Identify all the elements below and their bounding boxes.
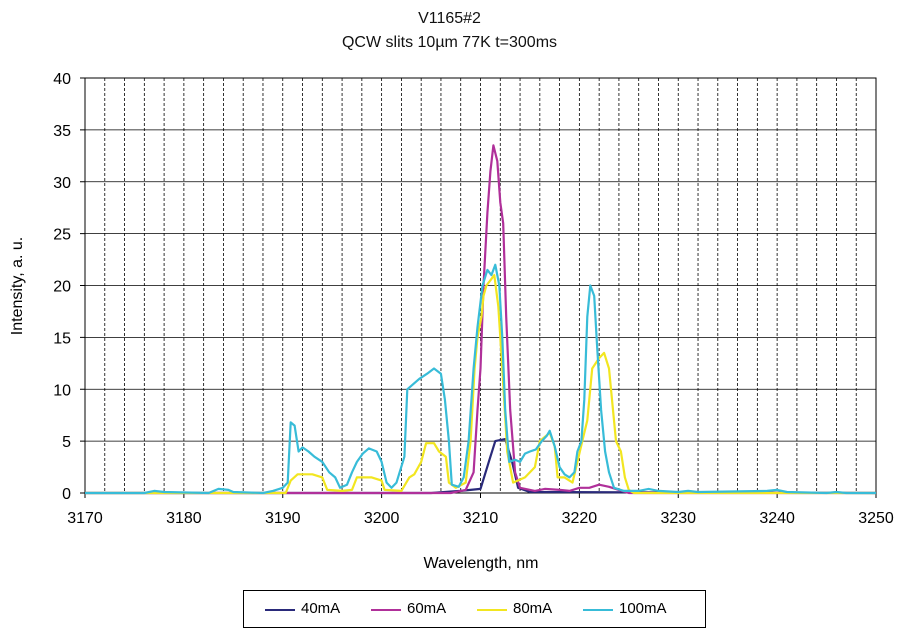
y-tick-label: 0 bbox=[62, 486, 71, 503]
y-tick-label: 5 bbox=[62, 434, 71, 451]
y-axis-label: Intensity, a. u. bbox=[9, 237, 26, 335]
y-tick-label: 25 bbox=[53, 227, 71, 244]
axes: 3170 3180 3190 3200 3210 3220 3230 3240 3250 0 5 10… bbox=[53, 71, 894, 527]
y-tick-label: 40 bbox=[53, 71, 71, 88]
chart-subtitle: QCW slits 10µm 77K t=300ms bbox=[341, 34, 558, 51]
y-tick-label: 30 bbox=[53, 175, 71, 192]
x-tick-label: 3240 bbox=[759, 510, 795, 527]
legend-swatch bbox=[583, 609, 613, 611]
chart-title: V1165#2 bbox=[418, 10, 481, 27]
x-tick-label: 3170 bbox=[67, 510, 103, 527]
legend-swatch bbox=[477, 609, 507, 611]
legend-swatch bbox=[265, 609, 295, 611]
legend-label: 60mA bbox=[407, 600, 447, 617]
x-tick-label: 3230 bbox=[660, 510, 696, 527]
x-tick-label: 3190 bbox=[265, 510, 301, 527]
legend-label: 100mA bbox=[619, 600, 667, 617]
x-tick-label: 3210 bbox=[463, 510, 499, 527]
legend-label: 40mA bbox=[301, 600, 341, 617]
series-line-60ma bbox=[85, 144, 876, 495]
y-tick-label: 35 bbox=[53, 123, 71, 140]
x-tick-label: 3200 bbox=[364, 510, 400, 527]
y-tick-label: 20 bbox=[53, 279, 71, 296]
y-tick-label: 15 bbox=[53, 330, 71, 347]
series-line-100ma bbox=[85, 263, 876, 495]
line-chart: 3170 3180 3190 3200 3210 3220 3230 3240 3250 0 5 10… bbox=[9, 71, 894, 572]
grid bbox=[85, 77, 876, 493]
y-tick-label: 10 bbox=[53, 382, 71, 399]
legend-label: 80mA bbox=[513, 600, 553, 617]
series-line-80ma bbox=[85, 274, 876, 495]
x-tick-label: 3180 bbox=[166, 510, 202, 527]
series-lines bbox=[85, 144, 877, 495]
legend-swatch bbox=[371, 609, 401, 611]
x-tick-label: 3220 bbox=[562, 510, 598, 527]
x-tick-label: 3250 bbox=[858, 510, 894, 527]
legend: 40mA 60mA 80mA 100mA bbox=[243, 590, 706, 628]
x-axis-label: Wavelength, nm bbox=[423, 555, 538, 572]
